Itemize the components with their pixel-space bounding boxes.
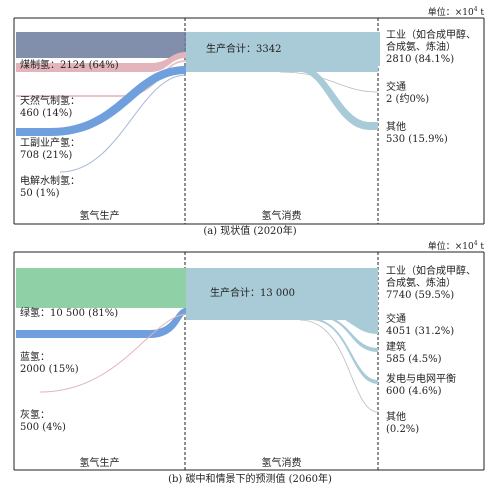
zone-production-b: 氢气生产 [79, 458, 120, 469]
label-electrolysis: 电解水制氢： 50 (1%) [20, 176, 80, 199]
label-green: 绿氢：10 500 (81%) [20, 308, 119, 319]
flow-electrolysis [59, 74, 187, 173]
label-industry-a: 工业（如合成甲醇、 合成氨、炼油） 2810 (84.1%) [386, 30, 476, 65]
caption-a: (a) 现状值 (2020年) [203, 226, 297, 237]
flow-industry-out [360, 268, 378, 300]
label-power-b: 发电与电网平衡 600 (4.6%) [386, 374, 456, 397]
label-transport-b: 交通 4051 (31.2%) [386, 314, 455, 337]
zone-consumption-a: 氢气消费 [261, 211, 302, 222]
flow-transport-out [330, 300, 378, 334]
production-bar-coal [16, 32, 186, 58]
flow-transport-out [279, 71, 379, 93]
flow-industrial [16, 66, 186, 136]
flow-industry-out [378, 32, 380, 66]
label-industrial: 工副业产氢： 708 (21%) [20, 138, 80, 161]
panel-b-flows [16, 268, 379, 413]
flow-other-out [280, 66, 378, 130]
total-label-a: 生产合计：3342 [206, 44, 282, 55]
label-transport-a: 交通 2 (约0%) [386, 82, 430, 105]
label-other-a: 其他 530 (15.9%) [386, 122, 448, 145]
label-blue: 蓝氢： 2000 (15%) [20, 352, 79, 375]
total-label-b: 生产合计：13 000 [210, 288, 295, 299]
panel-a-flows [16, 32, 380, 173]
zone-production-a: 氢气生产 [79, 211, 120, 222]
label-industry-b: 工业（如合成甲醇、 合成氨、炼油） 7740 (59.5%) [386, 266, 476, 301]
unit-label-b: 单位：×104 t [427, 240, 484, 252]
label-grey: 灰氢： 500 (4%) [20, 410, 66, 433]
unit-label-a: 单位：×104 t [427, 6, 484, 18]
flow-coal [16, 52, 186, 72]
label-other-b: 其他 (0.2%) [386, 412, 420, 435]
label-coal: 煤制氢：2124 (64%) [20, 60, 119, 71]
flow-blue [16, 308, 186, 338]
caption-b: (b) 碳中和情景下的预测值 (2060年) [168, 474, 332, 485]
hub-bar [186, 32, 378, 72]
flow-other-out [299, 319, 379, 413]
flow-building-out [320, 316, 378, 352]
flow-grey [39, 313, 187, 393]
label-natural-gas: 天然气制氢： 460 (14%) [20, 96, 80, 119]
production-bar-green [16, 268, 186, 308]
zone-consumption-b: 氢气消费 [261, 458, 302, 469]
panel-a-frame [13, 17, 485, 225]
label-building-b: 建筑 585 (4.5%) [386, 342, 442, 365]
